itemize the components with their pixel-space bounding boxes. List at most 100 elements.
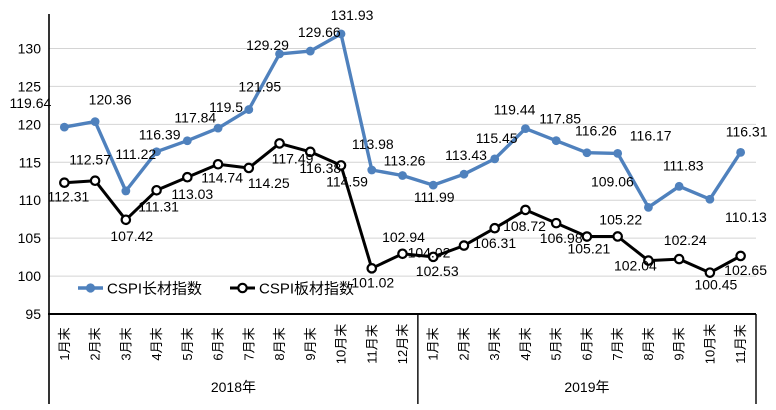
data-point-marker — [520, 204, 531, 216]
data-point-label: 102.04 — [614, 258, 657, 274]
data-point-label: 111.83 — [663, 157, 704, 173]
data-point-label: 115.45 — [476, 130, 518, 146]
data-point-label: 120.36 — [89, 92, 132, 108]
x-axis-month-label: 5月末 — [180, 327, 195, 360]
y-axis-tick-label: 110 — [19, 192, 42, 208]
data-point-marker — [305, 46, 315, 56]
x-axis-year-label: 2019年 — [564, 379, 609, 395]
data-point-marker — [612, 231, 623, 242]
data-point-label: 114.25 — [248, 175, 290, 191]
data-point-label: 111.99 — [414, 189, 455, 205]
data-point-marker — [704, 267, 716, 278]
data-point-marker — [489, 222, 501, 234]
x-axis-month-label: 9月末 — [672, 327, 687, 360]
x-axis-month-label: 8月末 — [641, 327, 656, 360]
data-point-marker — [613, 149, 623, 158]
data-point-label: 119.5 — [209, 99, 243, 115]
legend-label: CSPI长材指数 — [107, 281, 202, 298]
y-axis-tick-label: 125 — [18, 78, 42, 94]
series-cspi-long-products — [59, 29, 746, 212]
data-point-label: 102.65 — [724, 262, 767, 278]
x-axis-month-label: 8月末 — [272, 327, 287, 360]
data-point-label: 117.85 — [539, 111, 581, 127]
x-axis-month-label: 1月末 — [426, 327, 441, 360]
data-point-marker — [243, 162, 255, 174]
legend-item-cspi-long-products: CSPI长材指数 — [78, 281, 202, 298]
data-point-label: 102.94 — [382, 229, 425, 245]
data-point-marker — [304, 146, 316, 158]
data-point-marker — [643, 255, 654, 266]
data-point-label: 116.31 — [726, 123, 768, 139]
data-point-label: 121.95 — [238, 79, 281, 95]
data-point-label: 104.02 — [408, 245, 451, 261]
x-axis-month-label: 6月末 — [579, 327, 594, 360]
data-point-marker — [59, 177, 70, 188]
data-point-label: 109.06 — [591, 173, 634, 189]
x-axis-month-label: 1月末 — [57, 327, 72, 360]
data-point-marker — [336, 29, 346, 39]
data-point-label: 102.53 — [416, 263, 459, 279]
data-point-label: 113.26 — [384, 153, 426, 169]
data-point-label: 129.66 — [298, 24, 341, 40]
data-point-marker — [120, 214, 132, 226]
data-point-label: 108.72 — [503, 218, 546, 234]
data-point-marker — [581, 231, 593, 242]
x-axis-month-label: 12月末 — [395, 324, 410, 364]
data-point-marker — [182, 171, 193, 183]
x-axis-month-label: 11月末 — [733, 324, 748, 364]
data-point-label: 113.98 — [352, 136, 394, 152]
data-point-marker — [121, 186, 131, 196]
series-cspi-plate — [59, 138, 746, 278]
y-axis-tick-label: 105 — [18, 230, 42, 246]
data-point-label: 113.43 — [445, 147, 487, 163]
data-point-marker — [367, 165, 377, 175]
y-axis-tick-label: 95 — [25, 306, 41, 322]
data-point-label: 117.84 — [174, 110, 216, 126]
data-point-marker — [89, 175, 101, 187]
data-point-marker — [550, 217, 562, 229]
data-point-marker — [90, 117, 100, 127]
data-point-label: 117.49 — [272, 150, 314, 166]
data-point-marker — [521, 124, 530, 134]
data-point-label: 105.21 — [567, 241, 610, 257]
series-line — [62, 32, 743, 210]
data-point-label: 114.59 — [326, 173, 368, 189]
data-point-label: 101.02 — [351, 274, 394, 290]
data-point-marker — [59, 122, 69, 132]
data-point-marker — [151, 184, 162, 196]
data-point-label: 110.13 — [725, 209, 767, 225]
data-point-label: 131.93 — [331, 7, 374, 23]
data-point-label: 105.22 — [599, 212, 642, 228]
data-point-label: 116.38 — [299, 160, 341, 176]
data-point-marker — [551, 136, 561, 146]
data-point-marker — [335, 160, 347, 171]
y-axis-tick-label: 120 — [18, 116, 42, 132]
data-point-label: 106.98 — [540, 230, 583, 246]
data-point-label: 114.74 — [201, 169, 243, 185]
x-axis-month-label: 2月末 — [88, 327, 103, 360]
data-point-marker — [674, 181, 684, 191]
data-point-marker — [213, 123, 223, 133]
data-point-label: 111.22 — [115, 146, 156, 162]
data-point-marker — [644, 202, 653, 212]
x-axis-month-label: 10月末 — [702, 324, 717, 364]
data-point-marker — [397, 248, 408, 260]
data-point-marker — [428, 180, 438, 190]
data-point-label: 111.31 — [138, 198, 179, 214]
data-point-label: 100.45 — [694, 277, 737, 293]
data-point-label: 112.31 — [48, 189, 90, 205]
x-axis-month-label: 4月末 — [518, 327, 533, 360]
data-point-marker — [398, 171, 407, 180]
data-point-label: 102.24 — [664, 232, 707, 248]
x-axis-year-label: 2018年 — [211, 379, 256, 395]
y-axis-tick-label: 115 — [19, 154, 42, 170]
x-axis-month-label: 3月末 — [487, 327, 502, 360]
x-axis-labels: 1月末 2月末 3月末 4月末 5月末 6月末 7月末 8月末 9月末 10月末 11月末 12月末 2… — [57, 324, 748, 395]
legend-filled-circle-marker — [85, 283, 96, 293]
x-axis-month-label: 9月末 — [303, 327, 318, 360]
x-axis-month-label: 3月末 — [118, 327, 133, 360]
x-axis-month-label: 11月末 — [364, 324, 379, 364]
data-point-label: 116.39 — [139, 127, 181, 143]
